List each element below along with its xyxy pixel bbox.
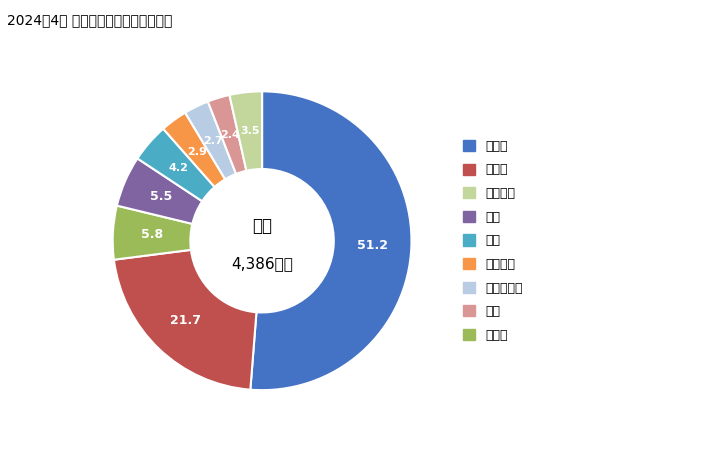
Text: 2.9: 2.9 <box>187 147 207 157</box>
Legend: ドイツ, スイス, オランダ, 中国, 米国, ラトビア, ポーランド, 韓国, その他: ドイツ, スイス, オランダ, 中国, 米国, ラトビア, ポーランド, 韓国,… <box>462 140 523 342</box>
Text: 2.4: 2.4 <box>220 130 240 140</box>
Wedge shape <box>113 206 192 260</box>
Text: 2.7: 2.7 <box>204 136 223 147</box>
Text: 5.8: 5.8 <box>141 228 163 241</box>
Wedge shape <box>138 129 215 201</box>
Text: 5.5: 5.5 <box>149 190 172 203</box>
Text: 51.2: 51.2 <box>357 238 388 252</box>
Text: 2024年4月 輸入相手国のシェア（％）: 2024年4月 輸入相手国のシェア（％） <box>7 14 173 27</box>
Text: 4.2: 4.2 <box>169 163 189 173</box>
Wedge shape <box>163 112 225 187</box>
Wedge shape <box>114 250 256 390</box>
Wedge shape <box>185 102 236 179</box>
Wedge shape <box>229 91 262 171</box>
Text: 21.7: 21.7 <box>170 314 202 327</box>
Text: 3.5: 3.5 <box>240 126 260 136</box>
Wedge shape <box>250 91 411 390</box>
Wedge shape <box>117 158 202 224</box>
Text: 4,386万円: 4,386万円 <box>232 256 293 270</box>
Text: 総額: 総額 <box>252 217 272 235</box>
Wedge shape <box>208 95 246 174</box>
